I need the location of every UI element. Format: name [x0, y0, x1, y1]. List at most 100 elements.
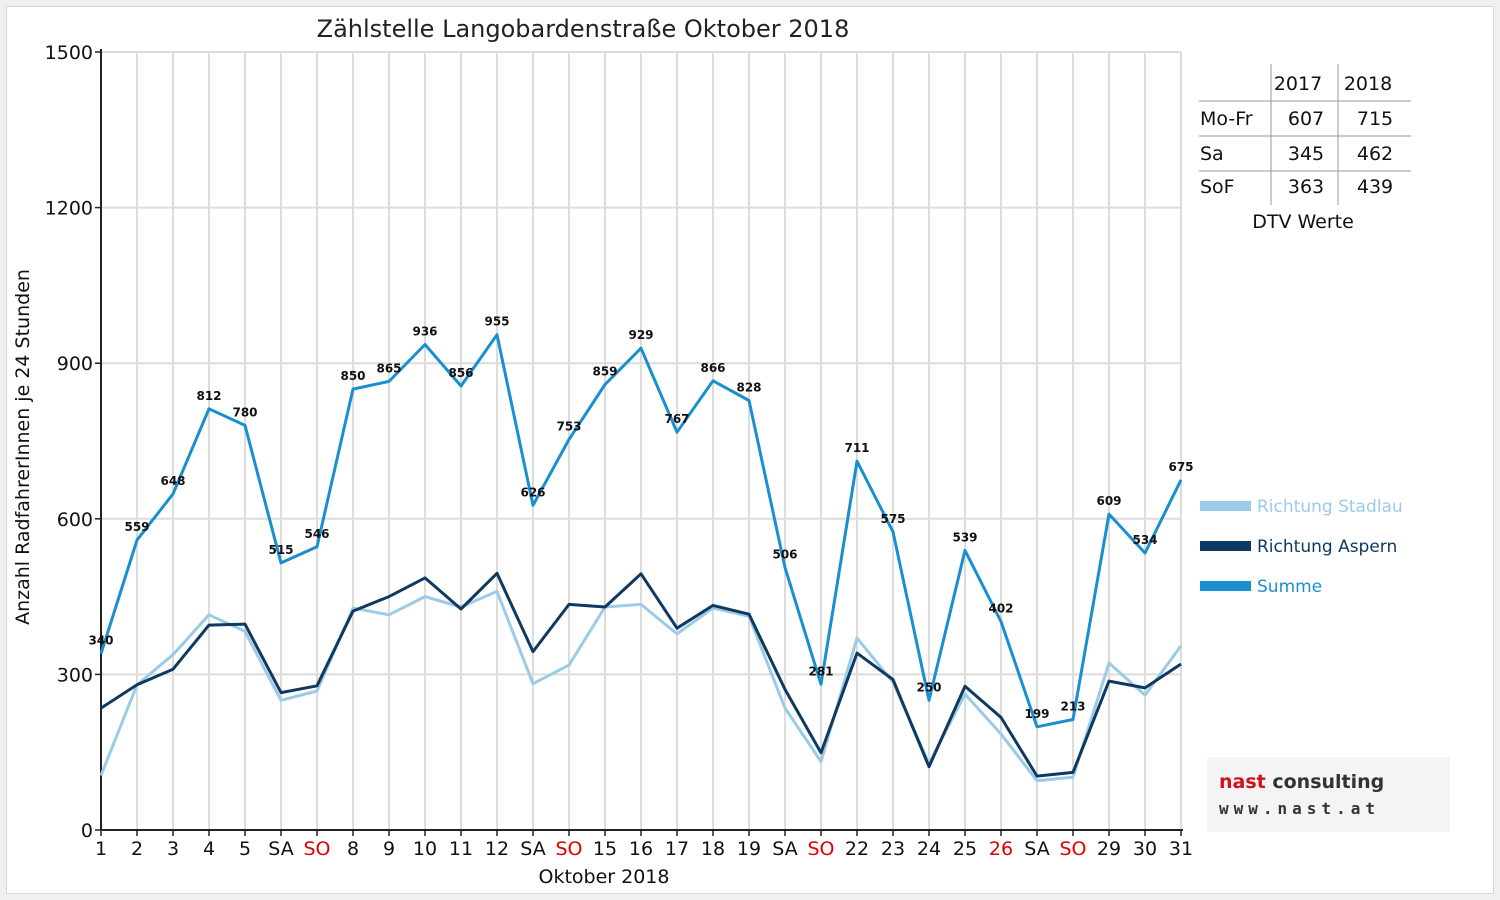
- x-tick-label: 9: [383, 838, 395, 860]
- y-axis-ticks: 0 300 600 900 1200 1500: [45, 42, 101, 842]
- dtv-row-label-sof: SoF: [1200, 176, 1235, 198]
- logo-brand: nast consulting: [1219, 771, 1384, 793]
- legend-swatch-stadlau: [1200, 501, 1251, 511]
- data-label-summe: 780: [232, 405, 257, 419]
- legend-swatch-aspern: [1200, 541, 1251, 551]
- x-tick-label: 30: [1133, 838, 1157, 860]
- data-label-summe: 559: [124, 520, 149, 534]
- dtv-caption: DTV Werte: [1252, 211, 1354, 233]
- x-tick-label: SO: [807, 838, 834, 860]
- x-tick-label: 12: [485, 838, 509, 860]
- x-tick-label: 3: [167, 838, 179, 860]
- data-labels: 340 559 648 812 780 515 546 850 865 936 856 955 626 7…: [88, 315, 1193, 721]
- data-label-summe: 753: [556, 419, 581, 433]
- data-label-summe: 859: [592, 364, 617, 378]
- x-tick-label: 15: [593, 838, 617, 860]
- chart-title: Zählstelle Langobardenstraße Oktober 201…: [317, 15, 850, 43]
- x-tick-label: 8: [347, 838, 359, 860]
- x-tick-label: 26: [989, 838, 1013, 860]
- data-label-summe: 936: [412, 325, 437, 339]
- data-label-summe: 340: [88, 634, 113, 648]
- x-tick-label: 25: [953, 838, 977, 860]
- x-tick-label: 29: [1097, 838, 1121, 860]
- x-tick-label: 19: [737, 838, 761, 860]
- chart-frame: Zählstelle Langobardenstraße Oktober 201…: [6, 6, 1494, 894]
- x-tick-label: 17: [665, 838, 689, 860]
- data-label-summe: 515: [268, 543, 293, 557]
- data-label-summe: 929: [628, 328, 653, 342]
- legend-swatch-summe: [1200, 581, 1251, 591]
- y-axis-label: Anzahl RadfahrerInnen je 24 Stunden: [12, 269, 34, 625]
- x-axis-label: Oktober 2018: [539, 866, 670, 888]
- x-tick-label: 22: [845, 838, 869, 860]
- x-tick-label: SA: [1024, 838, 1049, 860]
- data-label-summe: 675: [1168, 460, 1193, 474]
- data-label-summe: 575: [880, 512, 905, 526]
- x-tick-label: SO: [303, 838, 330, 860]
- x-tick-label: 1: [95, 838, 107, 860]
- x-tick-label: 23: [881, 838, 905, 860]
- x-tick-label: 4: [203, 838, 215, 860]
- data-label-summe: 609: [1096, 494, 1121, 508]
- x-tick-label: SO: [555, 838, 582, 860]
- x-tick-label: 2: [131, 838, 143, 860]
- y-tick-label: 900: [57, 353, 93, 375]
- logo-brand-part2: consulting: [1265, 771, 1385, 793]
- x-tick-label: 5: [239, 838, 251, 860]
- series-line-summe: [99, 333, 1183, 729]
- x-tick-label: 31: [1169, 838, 1193, 860]
- dtv-cell-sa-2018: 462: [1357, 143, 1393, 165]
- data-label-summe: 250: [916, 680, 941, 694]
- data-label-summe: 850: [340, 369, 365, 383]
- series-lines: [99, 333, 1183, 783]
- dtv-row-label-sa: Sa: [1200, 143, 1224, 165]
- dtv-cell-sof-2017: 363: [1288, 176, 1324, 198]
- x-tick-label: SA: [520, 838, 545, 860]
- data-label-summe: 534: [1132, 533, 1157, 547]
- data-label-summe: 767: [664, 412, 689, 426]
- x-tick-label: 11: [449, 838, 473, 860]
- dtv-header-2017: 2017: [1274, 73, 1322, 95]
- data-label-summe: 213: [1060, 700, 1085, 714]
- y-tick-label: 1200: [45, 198, 93, 220]
- data-label-summe: 828: [736, 381, 761, 395]
- logo-brand-part1: nast: [1219, 771, 1266, 793]
- data-label-summe: 199: [1024, 707, 1049, 721]
- nast-consulting-logo: nast consulting www.nast.at: [1207, 757, 1450, 832]
- series-line-richtung-aspern: [100, 571, 1182, 778]
- y-tick-label: 0: [81, 820, 93, 842]
- data-label-summe: 281: [808, 664, 833, 678]
- data-label-summe: 506: [772, 548, 797, 562]
- data-label-summe: 711: [844, 441, 869, 455]
- data-label-summe: 856: [448, 366, 473, 380]
- dtv-cell-mofr-2017: 607: [1288, 108, 1324, 130]
- dtv-cell-sa-2017: 345: [1288, 143, 1324, 165]
- grid: [101, 51, 1182, 830]
- legend-label-aspern: Richtung Aspern: [1257, 537, 1397, 557]
- dtv-row-label-mofr: Mo-Fr: [1200, 108, 1253, 130]
- data-label-summe: 865: [376, 361, 401, 375]
- y-tick-label: 1500: [45, 42, 93, 64]
- dtv-cell-mofr-2018: 715: [1357, 108, 1393, 130]
- dtv-table: 2017 2018 Mo-Fr 607 715 Sa 345 462 SoF 3…: [1199, 64, 1411, 233]
- x-tick-label: 18: [701, 838, 725, 860]
- data-label-summe: 866: [700, 361, 725, 375]
- legend-label-stadlau: Richtung Stadlau: [1257, 497, 1403, 517]
- y-tick-label: 600: [57, 509, 93, 531]
- legend: Richtung Stadlau Richtung Aspern Summe: [1200, 497, 1403, 597]
- series-line-richtung-stadlau: [99, 589, 1183, 783]
- data-label-summe: 546: [304, 527, 329, 541]
- y-tick-label: 300: [57, 664, 93, 686]
- data-label-summe: 402: [988, 601, 1013, 615]
- x-tick-label: SA: [772, 838, 797, 860]
- x-tick-label: 10: [413, 838, 437, 860]
- x-tick-label: SO: [1059, 838, 1086, 860]
- logo-url: www.nast.at: [1219, 799, 1380, 818]
- data-label-summe: 539: [952, 530, 977, 544]
- legend-label-summe: Summe: [1257, 577, 1322, 597]
- data-label-summe: 648: [160, 474, 185, 488]
- dtv-header-2018: 2018: [1344, 73, 1392, 95]
- data-label-summe: 955: [484, 315, 509, 329]
- x-tick-label: 24: [917, 838, 941, 860]
- x-tick-label: SA: [268, 838, 293, 860]
